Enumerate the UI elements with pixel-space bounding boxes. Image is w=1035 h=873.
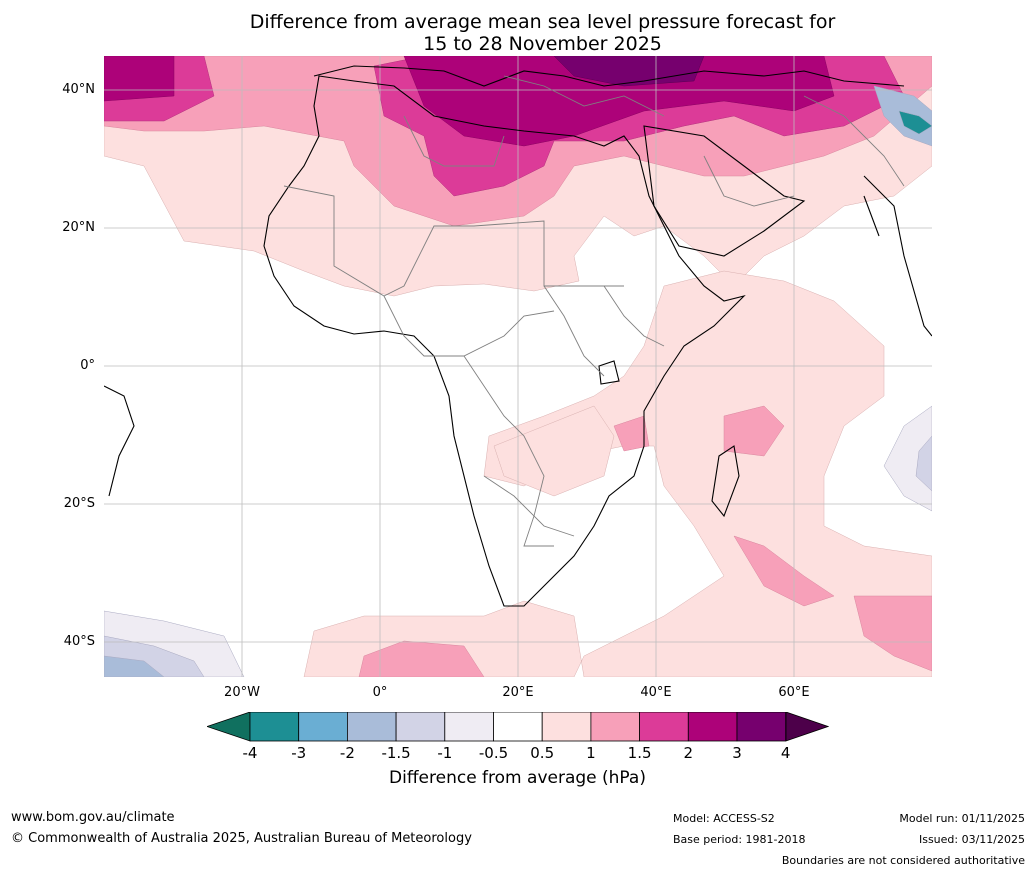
colorbar-swatch xyxy=(541,711,592,742)
lon-label-40e: 40°E xyxy=(640,685,672,700)
chart-title-line1: Difference from average mean sea level p… xyxy=(249,11,836,33)
colorbar-swatch xyxy=(639,711,689,742)
contour-mid-africa xyxy=(493,405,615,497)
colorbar-swatch xyxy=(590,711,640,742)
colorbar-swatch xyxy=(444,711,494,742)
contour-atlantic-north xyxy=(104,56,175,102)
footer-issued: Issued: 03/11/2025 xyxy=(918,833,1025,846)
colorbar xyxy=(205,711,830,746)
lat-label-20s: 20°S xyxy=(63,496,95,511)
contour-east-indian-mid xyxy=(915,435,932,492)
footer-website[interactable]: www.bom.gov.au/climate xyxy=(11,810,175,825)
lat-label-40s: 40°S xyxy=(63,634,95,649)
colorbar-swatch xyxy=(298,711,348,742)
africa-coast xyxy=(263,75,746,607)
graticule xyxy=(104,56,932,677)
coastlines xyxy=(104,65,932,607)
colorbar-tick-label: 1.5 xyxy=(627,744,652,762)
colorbar-tick-label: 1 xyxy=(586,744,596,762)
colorbar-swatch xyxy=(736,711,787,742)
contour-east-indian xyxy=(883,405,932,512)
colorbar-tick-label: -0.5 xyxy=(478,744,509,762)
contour-south-indian xyxy=(733,535,835,607)
contour-black-sea xyxy=(553,56,705,87)
colorbar-high-arrow xyxy=(785,711,830,742)
europe-coast xyxy=(313,65,905,87)
lake-victoria xyxy=(598,360,620,385)
chart-title-line2: 15 to 28 November 2025 xyxy=(423,33,662,55)
pressure-anomaly-map xyxy=(104,56,932,677)
colorbar-tick-label: -1.5 xyxy=(381,744,411,762)
lat-label-0: 0° xyxy=(80,358,95,373)
colorbar-tick-label: -3 xyxy=(291,744,307,762)
contour-southeast xyxy=(853,595,932,672)
contour-southwest-blue-dark xyxy=(104,655,165,677)
footer-model: Model: ACCESS-S2 xyxy=(673,812,775,825)
lat-label-40n: 40°N xyxy=(62,82,95,97)
lon-label-20e: 20°E xyxy=(502,685,534,700)
south-america-coast xyxy=(104,385,135,497)
colorbar-swatch xyxy=(346,711,397,742)
madagascar-coast xyxy=(711,445,740,518)
country-borders xyxy=(283,75,905,547)
contour-mozambique xyxy=(613,415,650,452)
colorbar-swatch xyxy=(493,711,543,742)
contour-3-4 xyxy=(553,56,705,87)
lon-label-0: 0° xyxy=(372,685,388,700)
colorbar-tick-label: 2 xyxy=(683,744,694,762)
colorbar-low-arrow xyxy=(205,711,251,742)
colorbar-tick-label: 3 xyxy=(732,744,742,762)
colorbar-tick-label: 0.5 xyxy=(530,744,555,762)
lon-label-20w: 20°W xyxy=(224,685,260,700)
footer-model-run: Model run: 01/11/2025 xyxy=(899,812,1025,825)
footer-disclaimer: Boundaries are not considered authoritat… xyxy=(781,854,1025,867)
arabia-coast xyxy=(643,125,806,257)
contour-madagascar-east xyxy=(723,405,785,457)
colorbar-tick-label: -1 xyxy=(437,744,453,762)
footer-base-period: Base period: 1981-2018 xyxy=(673,833,806,846)
lat-label-20n: 20°N xyxy=(62,220,95,235)
india-coast xyxy=(863,175,932,337)
colorbar-tick-label: 4 xyxy=(780,744,791,762)
footer-copyright: © Commonwealth of Australia 2025, Austra… xyxy=(11,831,472,846)
contour-mediterranean xyxy=(403,56,835,147)
colorbar-swatch xyxy=(395,711,446,742)
contour-tibet-teal xyxy=(898,110,932,135)
contour-southwest xyxy=(358,640,485,677)
contour-negative xyxy=(104,85,932,677)
colorbar-swatch xyxy=(687,711,738,742)
colorbar-tick-label: -2 xyxy=(339,744,355,762)
colorbar-label: Difference from average (hPa) xyxy=(389,768,646,788)
colorbar-tick-label: -4 xyxy=(242,744,258,762)
colorbar-swatch xyxy=(249,711,300,742)
lon-label-60e: 60°E xyxy=(778,685,810,700)
